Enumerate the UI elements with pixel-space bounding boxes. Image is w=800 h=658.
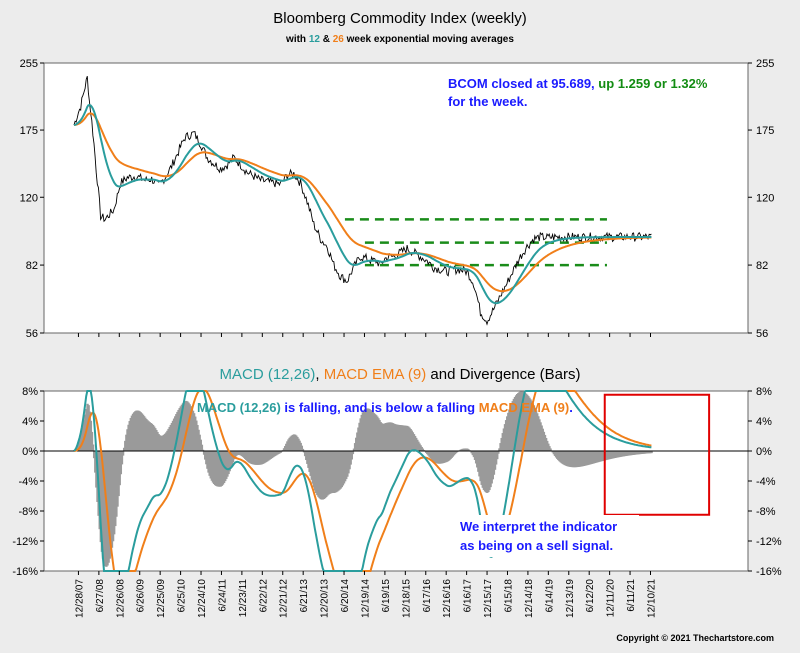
macd-y-tick-label: 8%: [22, 386, 38, 398]
bcom-annotation-line1: BCOM closed at 95.689, up 1.259 or 1.32%: [448, 76, 708, 91]
macd-y-tick-label: -16%: [12, 566, 38, 578]
bcom-annotation-close: BCOM closed at 95.689,: [448, 76, 595, 91]
chart-subtitle: with 12 & 26 week exponential moving ave…: [285, 34, 514, 45]
price-y-tick-label-right: 82: [756, 260, 768, 272]
x-tick-label: 12/26/08: [115, 579, 126, 618]
price-y-tick-label-right: 120: [756, 192, 774, 204]
x-tick-label: 6/16/17: [463, 579, 474, 613]
macd-y-tick-label-right: 8%: [756, 386, 772, 398]
x-tick-label: 6/25/10: [177, 579, 188, 613]
price-y-tick-label: 175: [20, 125, 38, 137]
macd-y-tick-label-right: 0%: [756, 446, 772, 458]
macd-title-macd: MACD (12,26): [220, 366, 316, 383]
x-tick-label: 12/14/18: [524, 579, 535, 618]
x-tick-label: 6/20/14: [340, 579, 351, 613]
macd-annotation-ema: MACD EMA (9): [479, 400, 570, 415]
macd-title-rest: and Divergence (Bars): [426, 366, 580, 383]
macd-y-tick-label-right: -12%: [756, 536, 782, 548]
macd-title-sep: ,: [315, 366, 323, 383]
divergence-bar: [92, 445, 94, 451]
x-tick-label: 6/19/15: [381, 579, 392, 613]
subtitle-suffix: week exponential moving averages: [344, 34, 515, 45]
macd-y-tick-label: -4%: [18, 476, 38, 488]
macd-y-tick-label-right: 4%: [756, 416, 772, 428]
price-y-tick-label-right: 56: [756, 328, 768, 340]
x-tick-label: 6/26/09: [136, 579, 147, 613]
chart-title: Bloomberg Commodity Index (weekly): [273, 10, 526, 27]
x-tick-label: 12/15/17: [483, 579, 494, 618]
x-tick-label: 6/14/19: [544, 579, 555, 613]
price-y-tick-label: 255: [20, 58, 38, 70]
x-tick-label: 6/27/08: [95, 579, 106, 613]
x-tick-label: 12/16/16: [442, 579, 453, 618]
x-tick-label: 6/24/11: [217, 579, 228, 612]
bcom-annotation-change: up 1.259 or 1.32%: [595, 76, 708, 91]
subtitle-fast: 12: [309, 34, 321, 45]
x-tick-label: 6/15/18: [503, 579, 514, 613]
subtitle-slow: 26: [333, 34, 345, 45]
macd-annotation-top: MACD (12,26) is falling, and is below a …: [197, 400, 573, 415]
price-y-tick-label: 120: [20, 192, 38, 204]
price-plot-area: [44, 63, 748, 333]
macd-title: MACD (12,26), MACD EMA (9) and Divergenc…: [220, 366, 581, 383]
x-tick-label: 12/11/20: [606, 579, 617, 618]
macd-annotation-mid: is falling, and is below a falling: [281, 400, 479, 415]
macd-y-tick-label: 4%: [22, 416, 38, 428]
bcom-annotation-line2: for the week.: [448, 94, 527, 109]
x-tick-label: 12/20/13: [320, 579, 331, 618]
sell-signal-note-line1: We interpret the indicator: [460, 519, 617, 534]
price-y-tick-label: 56: [26, 328, 38, 340]
price-y-axis-right: 255 175 120 82 56: [748, 58, 774, 340]
x-tick-label: 6/17/16: [422, 579, 433, 613]
x-tick-label: 12/13/19: [565, 579, 576, 618]
x-tick-label: 12/25/09: [156, 579, 167, 618]
macd-y-tick-label: -12%: [12, 536, 38, 548]
macd-y-tick-label-right: -16%: [756, 566, 782, 578]
x-tick-label: 12/21/12: [279, 579, 290, 618]
x-tick-label: 6/21/13: [299, 579, 310, 613]
x-tick-label: 12/10/21: [646, 579, 657, 618]
macd-y-axis-right: 8% 4% 0% -4% -8% -12% -16%: [748, 386, 782, 578]
price-y-tick-label: 82: [26, 260, 38, 272]
x-tick-label: 6/12/20: [585, 579, 596, 613]
x-tick-label: 12/19/14: [360, 579, 371, 618]
price-y-tick-label-right: 255: [756, 58, 774, 70]
sell-signal-note-line2: as being on a sell signal.: [460, 538, 613, 553]
x-tick-label: 12/23/11: [238, 579, 249, 618]
macd-y-tick-label-right: -8%: [756, 506, 776, 518]
x-tick-label: 12/18/15: [401, 579, 412, 618]
macd-y-tick-label: 0%: [22, 446, 38, 458]
macd-annotation-end: .: [569, 400, 573, 415]
macd-y-tick-label: -8%: [18, 506, 38, 518]
x-tick-label: 6/22/12: [258, 579, 269, 613]
macd-title-ema: MACD EMA (9): [324, 366, 427, 383]
subtitle-prefix: with: [285, 34, 309, 45]
x-tick-label: 6/11/21: [626, 579, 637, 612]
subtitle-and: &: [320, 34, 333, 45]
macd-annotation-macd: MACD (12,26): [197, 400, 281, 415]
macd-y-tick-label-right: -4%: [756, 476, 776, 488]
price-y-axis-left: 255 175 120 82 56: [20, 58, 44, 340]
x-tick-label: 12/24/10: [197, 579, 208, 618]
macd-y-axis-left: 8% 4% 0% -4% -8% -12% -16%: [12, 386, 44, 578]
copyright-notice: Copyright © 2021 Thechartstore.com: [616, 633, 774, 643]
price-y-tick-label-right: 175: [756, 125, 774, 137]
x-tick-label: 12/28/07: [74, 579, 85, 618]
divergence-bar: [122, 451, 124, 456]
